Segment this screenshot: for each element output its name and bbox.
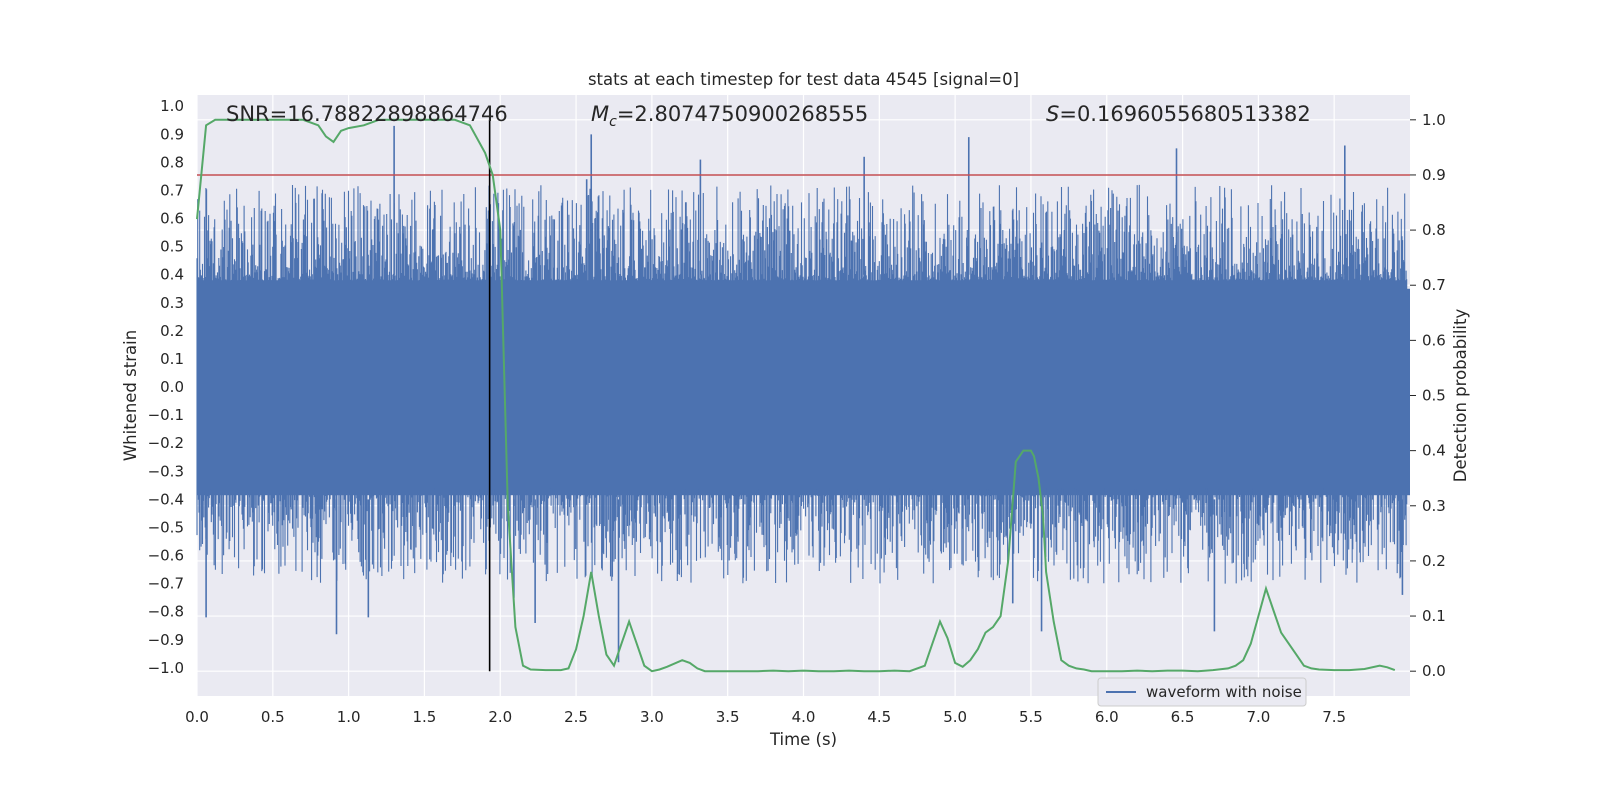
detection-probability-line — [196, 118, 1396, 673]
y-tick-label: 1.0 — [160, 97, 184, 115]
x-tick-label: 2.5 — [564, 708, 588, 726]
y-tick-label: −0.9 — [148, 631, 184, 649]
y-tick-label: −0.2 — [148, 434, 184, 452]
y-right-axis-ticks: 1.0 0.9 0.8 0.7 0.6 0.5 0.4 0.3 0.2 0.1 0.0 — [1410, 111, 1446, 680]
y-tick-label: 0.0 — [160, 378, 184, 396]
x-tick-label: 3.5 — [716, 708, 740, 726]
s-annotation: S=0.1696055680513382 — [1046, 102, 1311, 126]
x-tick-label: 0.5 — [261, 708, 285, 726]
chirp-mass-subscript: c — [609, 114, 617, 130]
x-tick-label: 3.0 — [640, 708, 664, 726]
y-tick-label: 0.6 — [160, 210, 184, 228]
y-right-tick-label: 0.7 — [1422, 276, 1446, 294]
y-right-axis-label: Detection probability — [1451, 309, 1470, 483]
y-right-tick-label: 0.8 — [1422, 221, 1446, 239]
y-right-tick-label: 0.5 — [1422, 387, 1446, 405]
y-tick-label: 0.7 — [160, 181, 184, 199]
y-tick-label: −0.3 — [148, 462, 184, 480]
y-tick-label: −0.7 — [148, 575, 184, 593]
x-tick-label: 1.0 — [337, 708, 361, 726]
y-right-tick-label: 0.4 — [1422, 442, 1446, 460]
x-tick-label: 1.5 — [413, 708, 437, 726]
s-value: =0.1696055680513382 — [1059, 102, 1310, 126]
y-axis-label: Whitened strain — [121, 330, 140, 461]
x-tick-label: 7.5 — [1322, 708, 1346, 726]
x-tick-label: 4.0 — [792, 708, 816, 726]
x-tick-label: 5.5 — [1019, 708, 1043, 726]
x-tick-label: 5.0 — [943, 708, 967, 726]
x-tick-label: 0.0 — [185, 708, 209, 726]
waveform-noise-trace — [196, 184, 1408, 584]
x-tick-label: 6.0 — [1095, 708, 1119, 726]
y-tick-label: −0.1 — [148, 406, 184, 424]
legend-label-waveform: waveform with noise — [1146, 683, 1302, 701]
y-tick-label: −1.0 — [148, 659, 184, 677]
x-tick-label: 2.0 — [488, 708, 512, 726]
snr-annotation: SNR=16.78822898864746 — [226, 102, 508, 126]
y-right-tick-label: 0.1 — [1422, 607, 1446, 625]
legend-box — [1097, 677, 1307, 707]
y-tick-label: 0.1 — [160, 350, 184, 368]
x-tick-label: 6.5 — [1171, 708, 1195, 726]
y-tick-label: 0.3 — [160, 294, 184, 312]
y-right-tick-label: 0.9 — [1422, 166, 1446, 184]
chart-title: stats at each timestep for test data 454… — [588, 70, 1019, 89]
chirp-mass-symbol: M — [591, 102, 609, 126]
y-tick-label: −0.5 — [148, 518, 184, 536]
y-tick-label: −0.6 — [148, 547, 184, 565]
y-tick-label: 0.8 — [160, 153, 184, 171]
legend: waveform with noise — [1097, 677, 1307, 707]
y-tick-label: −0.8 — [148, 603, 184, 621]
y-axis-ticks: 1.0 0.9 0.8 0.7 0.6 0.5 0.4 0.3 0.2 0.1 0.0 −0.1 −0.… — [148, 97, 184, 677]
x-tick-label: 7.0 — [1246, 708, 1270, 726]
y-right-tick-label: 0.3 — [1422, 497, 1446, 515]
chirp-mass-value: =2.8074750900268555 — [617, 102, 868, 126]
y-tick-label: 0.4 — [160, 266, 184, 284]
x-tick-label: 4.5 — [867, 708, 891, 726]
y-tick-label: −0.4 — [148, 490, 184, 508]
y-right-tick-label: 0.0 — [1422, 662, 1446, 680]
y-right-tick-label: 1.0 — [1422, 111, 1446, 129]
x-axis-label: Time (s) — [769, 730, 837, 749]
s-symbol: S — [1046, 102, 1059, 126]
x-axis-ticks: 0.0 0.5 1.0 1.5 2.0 2.5 3.0 3.5 4.0 4.5 5.0 5.5 6.0 6… — [185, 708, 1346, 726]
y-tick-label: 0.9 — [160, 125, 184, 143]
chirp-mass-annotation: Mc=2.8074750900268555 — [591, 102, 868, 130]
waveform-series — [196, 125, 1410, 663]
y-right-tick-label: 0.2 — [1422, 552, 1446, 570]
y-right-tick-label: 0.6 — [1422, 331, 1446, 349]
y-tick-label: 0.5 — [160, 238, 184, 256]
y-tick-label: 0.2 — [160, 322, 184, 340]
